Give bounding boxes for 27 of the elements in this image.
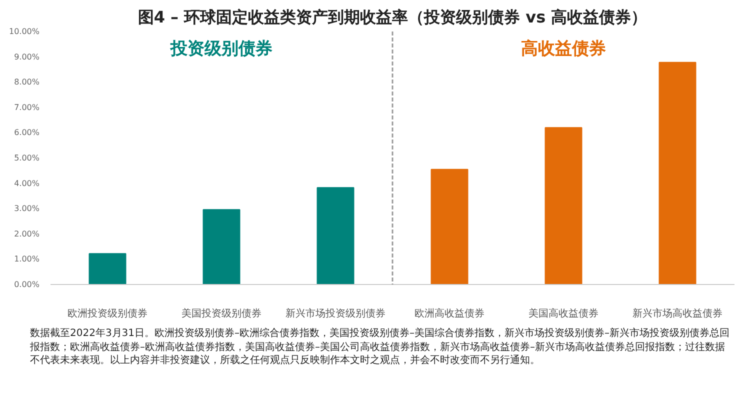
y-tick-label: 3.00% [14, 204, 40, 214]
x-tick-label: 新兴市场高收益债券 [632, 308, 722, 320]
y-tick-label: 7.00% [14, 102, 40, 112]
y-tick-label: 9.00% [14, 52, 40, 62]
y-tick-label: 1.00% [14, 254, 40, 264]
bar [316, 187, 354, 284]
y-tick-label: 4.00% [14, 178, 40, 188]
bar [88, 253, 126, 284]
y-tick-label: 6.00% [14, 128, 40, 138]
y-tick-label: 2.00% [14, 229, 40, 238]
text: 投资级别债券 [170, 39, 272, 60]
y-tick-label: 5.00% [14, 154, 40, 162]
x-tick-label: 新兴市场投资级别债券 [286, 308, 386, 320]
x-tick-label: 美国投资级别债券 [182, 308, 262, 320]
bar [202, 209, 240, 284]
y-tick-label: 8.00% [14, 78, 40, 87]
y-tick-label: 0.00% [14, 280, 40, 289]
chart-title: 图4 – 环球固定收益类资产到期收益率（投资级别债券 vs 高收益债券） [138, 8, 648, 26]
x-tick-label: 欧洲投资级别债券 [68, 308, 148, 320]
x-tick-label: 欧洲高收益债券 [414, 308, 484, 320]
bar [658, 62, 696, 284]
x-tick-label: 美国高收益债券 [528, 308, 598, 320]
text: 数据截至2022年3月31日。欧洲投资级别债券–欧洲综合债券指数，美国投资级别债券–美国综合债券指数，新兴市场投资级别债券–新兴市场投资级别债券总回报指数；欧洲高收益债券–欧洲高收益债券指数，美国高收益债券–美国公司高收益债券指数，新兴市场高收益债券–新兴市场高收益债券总回报指数；过往数据不代表未来表现。以上内容并非投资建议，所载之任何观点只反映制作本文时之观点，并会不时改变而不另行通知。 [30, 327, 730, 368]
y-tick-label: 10.00% [8, 27, 40, 36]
bar [544, 127, 582, 284]
bar [430, 168, 468, 284]
text: 高收益债券 [521, 39, 606, 60]
